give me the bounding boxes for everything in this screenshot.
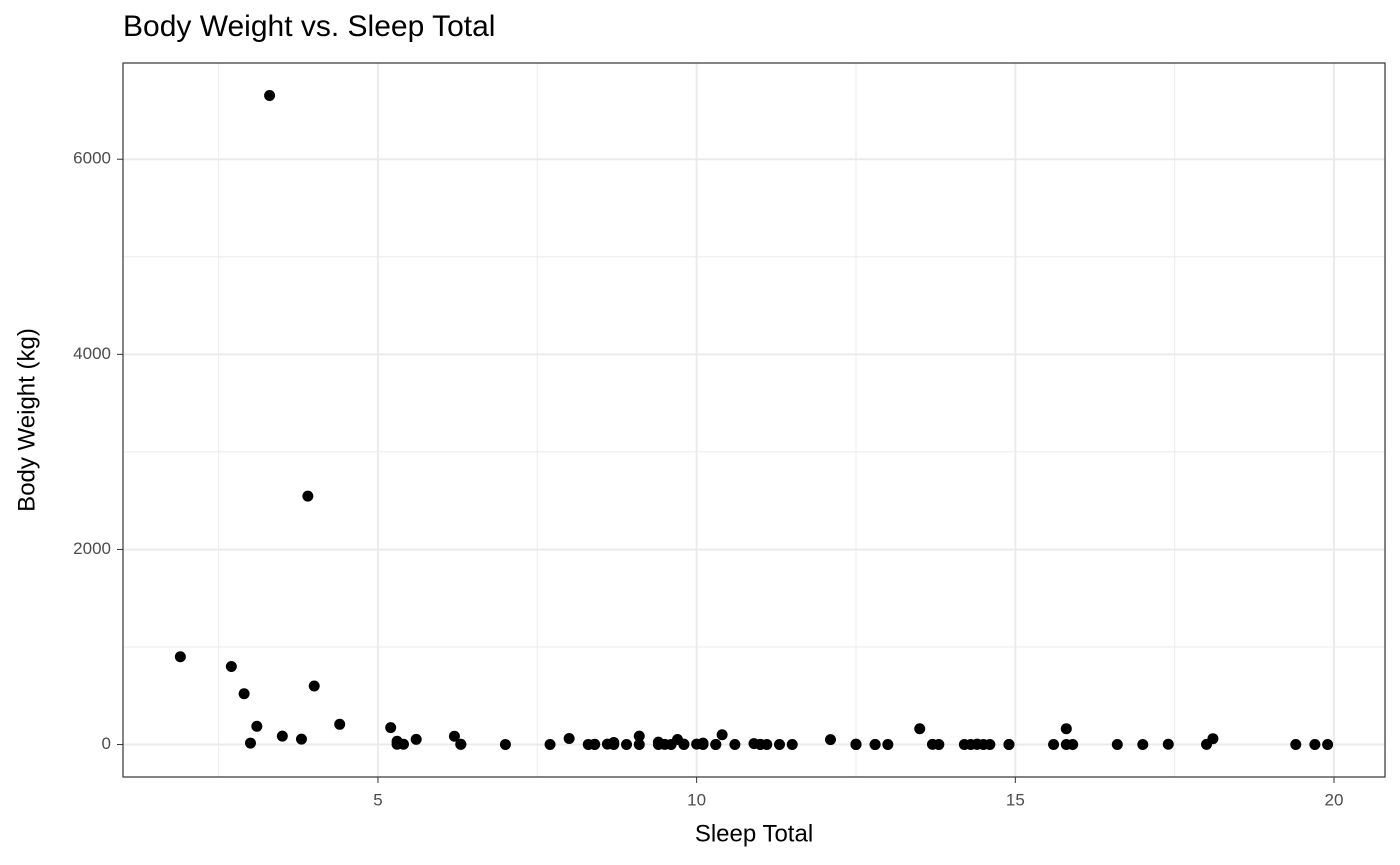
point xyxy=(308,680,320,692)
point xyxy=(1207,733,1219,745)
x-tick-label: 20 xyxy=(1325,790,1344,809)
point xyxy=(665,738,677,750)
x-tick-label: 15 xyxy=(1006,790,1025,809)
point xyxy=(773,739,785,751)
point xyxy=(633,739,645,751)
point xyxy=(697,738,709,750)
point xyxy=(850,738,862,750)
point xyxy=(601,738,613,750)
point xyxy=(238,688,250,700)
x-axis-label: Sleep Total xyxy=(695,820,813,847)
point xyxy=(455,738,467,750)
point xyxy=(678,738,690,750)
point xyxy=(761,738,773,750)
point xyxy=(1162,738,1174,750)
point xyxy=(302,490,314,502)
point xyxy=(334,718,346,730)
point xyxy=(397,738,409,750)
point xyxy=(563,732,575,744)
y-tick-label: 6000 xyxy=(73,149,111,168)
point xyxy=(824,734,836,746)
y-axis-label: Body Weight (kg) xyxy=(13,328,40,512)
point xyxy=(1048,738,1060,750)
point xyxy=(264,89,276,101)
point xyxy=(786,739,798,751)
point xyxy=(276,730,288,742)
point xyxy=(729,739,741,751)
point xyxy=(633,730,645,742)
point xyxy=(933,739,945,751)
point xyxy=(1322,739,1334,751)
point xyxy=(1003,739,1015,751)
point xyxy=(965,739,977,751)
point xyxy=(1060,739,1072,751)
point xyxy=(385,722,397,734)
point xyxy=(869,739,881,751)
point xyxy=(1309,739,1321,751)
point xyxy=(244,737,256,749)
point xyxy=(1137,738,1149,750)
point xyxy=(914,723,926,735)
point xyxy=(544,739,556,751)
point xyxy=(174,651,186,663)
point xyxy=(1060,723,1072,735)
panel-border xyxy=(122,62,1386,778)
point xyxy=(589,739,601,751)
point xyxy=(621,739,633,751)
y-tick-label: 0 xyxy=(102,734,111,753)
y-tick-label: 2000 xyxy=(73,539,111,558)
point xyxy=(977,739,989,751)
point xyxy=(1111,738,1123,750)
point xyxy=(716,729,728,741)
chart-title: Body Weight vs. Sleep Total xyxy=(123,10,495,43)
point xyxy=(295,733,307,745)
point xyxy=(499,739,511,751)
y-tick-label: 4000 xyxy=(73,344,111,363)
point xyxy=(652,736,664,748)
point xyxy=(225,661,237,673)
point xyxy=(448,730,460,742)
x-tick-label: 10 xyxy=(687,790,706,809)
point xyxy=(1290,739,1302,751)
point xyxy=(410,733,422,745)
point xyxy=(251,720,263,732)
point xyxy=(882,739,894,751)
point xyxy=(710,738,722,750)
x-tick-label: 5 xyxy=(373,790,382,809)
